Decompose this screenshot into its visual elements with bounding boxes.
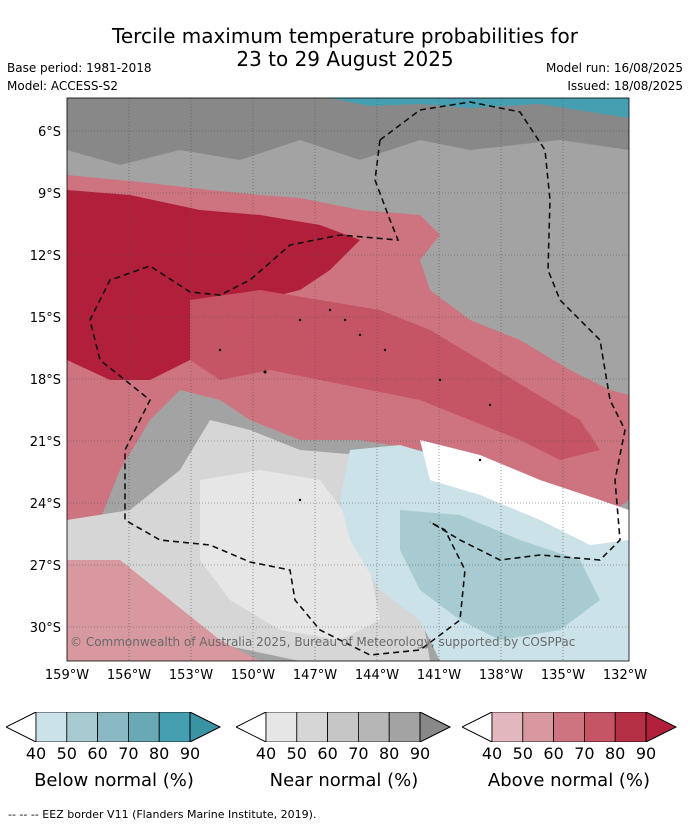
colorbar-segment [553, 712, 585, 742]
colorbar-segment [491, 712, 524, 742]
colorbar-segment [522, 712, 554, 742]
colorbar-segment [296, 712, 328, 742]
base-period: Base period: 1981-2018 [7, 61, 152, 75]
colorbar-tick-label: 70 [348, 744, 369, 763]
colorbar-tick-label: 60 [317, 744, 338, 763]
gridlines [67, 98, 629, 661]
above-normal-medium [190, 290, 600, 460]
colorbar-tick-label: 40 [255, 744, 277, 763]
latitude-labels: 6°S 9°S 12°S 15°S 18°S 21°S 24°S 27°S 30… [30, 125, 61, 636]
colorbar-segment [35, 712, 68, 742]
colorbar-near-normal [236, 712, 452, 742]
colorbar-segment [66, 712, 98, 742]
lon-label: 156°W [107, 668, 151, 683]
near-normal-faint-region [200, 470, 380, 640]
below-normal-medium [400, 510, 600, 640]
lon-label: 144°W [355, 668, 399, 683]
below-normal-label: Below normal (%) [34, 770, 194, 791]
lon-label: 132°W [603, 668, 647, 683]
colorbar-tick-label: 70 [118, 744, 139, 763]
lon-label: 138°W [479, 668, 523, 683]
colorbar-tick-label: 90 [635, 744, 657, 763]
lat-label: 18°S [30, 373, 61, 388]
colorbar-tick-label: 80 [149, 744, 170, 763]
lon-label: 135°W [541, 668, 585, 683]
near-normal-label: Near normal (%) [269, 770, 419, 791]
lon-label: 153°W [169, 668, 213, 683]
longitude-labels: 159°W 156°W 153°W 150°W 147°W 144°W 141°… [45, 668, 647, 683]
colorbar-tick-label: 40 [25, 744, 47, 763]
near-normal-dark-band [67, 98, 629, 165]
colorbar-segment [128, 712, 160, 742]
lat-label: 24°S [30, 497, 61, 512]
colorbar-segment [327, 712, 359, 742]
colorbar-segment [97, 712, 129, 742]
colorbar-segment [265, 712, 298, 742]
lat-label: 30°S [30, 621, 61, 636]
white-no-signal-area [420, 440, 629, 545]
colorbar-tick-label: 60 [87, 744, 108, 763]
above-normal-strong [67, 190, 360, 380]
probability-map: © Commonwealth of Australia 2025, Bureau… [30, 97, 647, 683]
colorbar-tick-label: 70 [574, 744, 595, 763]
colorbar-segment [358, 712, 390, 742]
colorbar-segment [614, 712, 647, 742]
colorbar-segment [584, 712, 616, 742]
title-line-1: Tercile maximum temperature probabilitie… [112, 24, 578, 48]
lon-label: 159°W [45, 668, 89, 683]
islands [218, 308, 492, 502]
model-name: Model: ACCESS-S2 [7, 79, 119, 93]
map-fill-areas [67, 98, 629, 661]
eez-border [89, 101, 626, 656]
model-run: Model run: 16/08/2025 [545, 61, 683, 75]
below-normal-patch-top [330, 98, 629, 118]
above-normal-label: Above normal (%) [487, 770, 651, 791]
title-line-2: 23 to 29 August 2025 [236, 47, 454, 71]
colorbar-above-normal [462, 712, 678, 742]
colorbar-below-normal [6, 712, 222, 742]
copyright-text: © Commonwealth of Australia 2025, Bureau… [70, 635, 575, 649]
colorbar-tick-label: 90 [179, 744, 201, 763]
eez-footnote: -- -- -- EEZ border V11 (Flanders Marine… [8, 808, 317, 821]
lat-label: 15°S [30, 311, 61, 326]
lon-label: 141°W [417, 668, 461, 683]
lon-label: 150°W [231, 668, 275, 683]
colorbar-tick-label: 50 [286, 744, 307, 763]
lat-label: 21°S [30, 435, 61, 450]
colorbar-tick-label: 50 [56, 744, 77, 763]
lon-label: 147°W [293, 668, 337, 683]
lat-label: 9°S [38, 187, 61, 202]
colorbar-segment [388, 712, 421, 742]
colorbar-tick-label: 90 [409, 744, 431, 763]
lat-label: 6°S [38, 125, 61, 140]
colorbar-tick-label: 80 [379, 744, 400, 763]
colorbar-tick-label: 50 [512, 744, 533, 763]
above-normal-southwest [67, 560, 260, 661]
colorbar-segment [158, 712, 191, 742]
lat-label: 12°S [30, 249, 61, 264]
colorbar-tick-label: 60 [543, 744, 564, 763]
lat-label: 27°S [30, 559, 61, 574]
colorbar-tick-label: 40 [481, 744, 503, 763]
issued-date: Issued: 18/08/2025 [567, 79, 683, 93]
colorbar-tick-label: 80 [605, 744, 626, 763]
